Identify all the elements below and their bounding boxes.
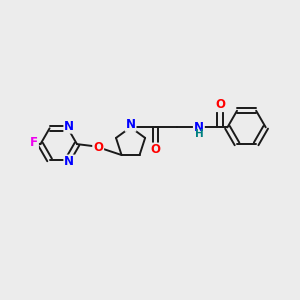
Text: F: F — [30, 136, 38, 149]
Text: H: H — [195, 129, 204, 139]
Text: O: O — [93, 141, 103, 154]
Text: N: N — [64, 155, 74, 169]
Text: N: N — [64, 120, 74, 133]
Text: O: O — [215, 98, 225, 111]
Text: N: N — [194, 121, 204, 134]
Text: O: O — [151, 143, 160, 157]
Text: N: N — [126, 118, 136, 131]
